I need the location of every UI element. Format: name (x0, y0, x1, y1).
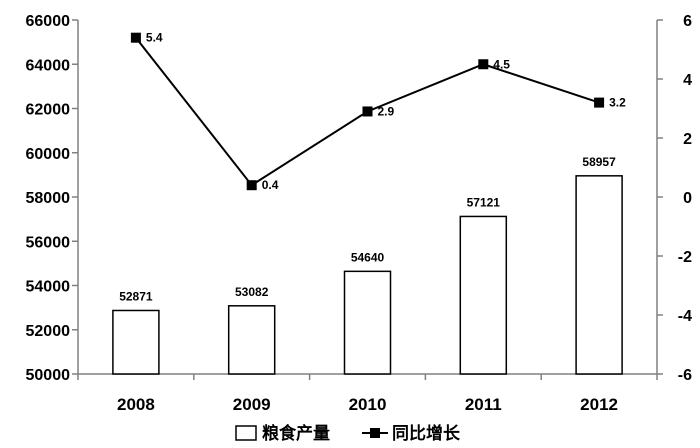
bar-value-label: 54640 (351, 250, 385, 264)
y-left-tick-label: 54000 (26, 279, 71, 296)
bar-value-label: 53082 (235, 285, 269, 299)
growth-marker (130, 32, 141, 43)
bar-value-label: 58957 (582, 155, 616, 169)
bar-value-label: 57121 (467, 195, 501, 209)
growth-value-label: 3.2 (609, 96, 626, 110)
y-right-tick-label: -6 (678, 367, 692, 384)
y-left-tick-label: 58000 (26, 190, 71, 207)
y-right-tick-label: 2 (683, 131, 692, 148)
growth-value-label: 0.4 (262, 178, 279, 192)
growth-value-label: 5.4 (146, 31, 163, 45)
legend-label-bar: 粮食产量 (262, 423, 330, 444)
y-right-tick-label: 4 (683, 72, 692, 89)
bar (227, 305, 276, 375)
y-right-tick-label: -4 (678, 308, 692, 325)
y-left-tick-label: 50000 (26, 367, 71, 384)
bar-value-label: 52871 (119, 289, 153, 303)
y-right-tick-label: 0 (683, 190, 692, 207)
growth-value-label: 4.5 (493, 57, 510, 71)
x-tick-label: 2010 (349, 395, 387, 414)
legend-swatch-marker (370, 428, 380, 438)
y-right-tick-label: 6 (683, 13, 692, 30)
y-left-tick-label: 66000 (26, 13, 71, 30)
bar (459, 215, 508, 375)
y-right-tick-label: -2 (678, 249, 692, 266)
data-labels: 52871 53082 54640 57121 58957 5.4 0.4 2.9 4.5 3.2 (119, 31, 626, 304)
y-left-tick-label: 62000 (26, 102, 71, 119)
bar (112, 309, 160, 375)
y-left-tick-label: 64000 (26, 57, 71, 74)
growth-value-label: 2.9 (378, 104, 395, 118)
bar (343, 270, 392, 375)
bars (112, 175, 623, 375)
x-tick-label: 2008 (117, 395, 155, 414)
x-tick-label: 2009 (233, 395, 271, 414)
legend-label-line: 同比增长 (392, 423, 461, 444)
growth-marker (246, 180, 257, 191)
bar (575, 175, 623, 375)
growth-marker (594, 97, 605, 108)
y-left-tick-label: 52000 (26, 323, 71, 340)
x-tick-label: 2012 (580, 395, 618, 414)
y-left-tick-label: 56000 (26, 234, 71, 251)
growth-line (130, 32, 605, 191)
growth-marker (478, 59, 489, 70)
x-tick-label: 2011 (465, 395, 502, 414)
growth-marker (362, 106, 373, 117)
axes: 50000 52000 54000 56000 58000 60000 62000 64000… (26, 13, 693, 414)
legend-swatch-bar (235, 425, 257, 441)
legend: 粮食产量 同比增长 (235, 423, 461, 444)
y-left-tick-label: 60000 (26, 146, 71, 163)
